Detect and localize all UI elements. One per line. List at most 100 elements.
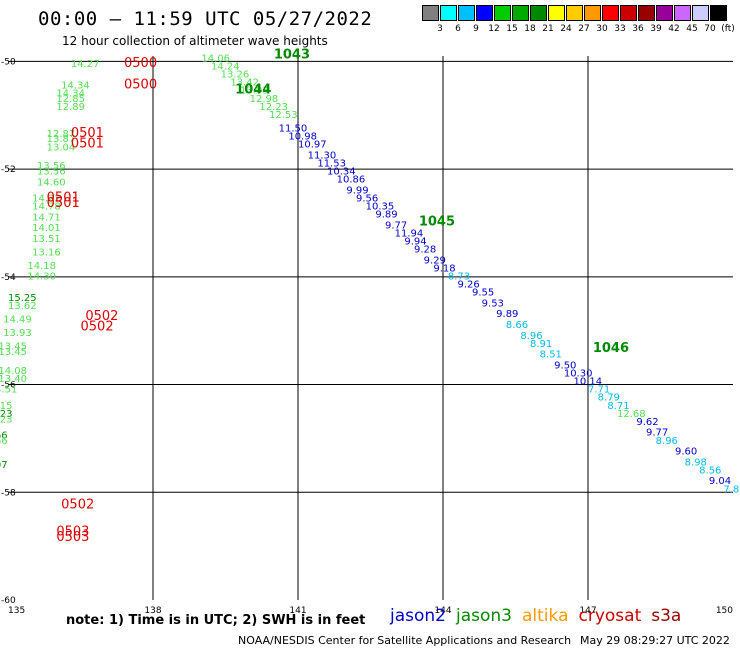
satellite-name: s3a — [651, 606, 682, 626]
satellite-legend: jason2 jason3 altika cryosat s3a — [390, 606, 691, 626]
swh-value: 14.78 — [32, 202, 61, 213]
satellite-name: jason2 — [390, 606, 446, 626]
swh-value: 13.16 — [32, 247, 61, 258]
scale-swatch — [440, 5, 457, 21]
swh-value: 8.73 — [448, 272, 470, 283]
scale-swatch — [476, 5, 493, 21]
scale-swatch — [494, 5, 511, 21]
swh-value: 10.97 — [298, 140, 327, 151]
swh-value: 14.49 — [3, 315, 32, 326]
swh-value: 13.04 — [47, 142, 76, 153]
swh-value: 9.60 — [675, 447, 697, 458]
scale-swatch — [566, 5, 583, 21]
x-tick-label: 135 — [8, 606, 25, 616]
pass-time-label: 0501 — [47, 190, 80, 205]
scale-label: 30 — [596, 24, 608, 34]
swh-value: 12.87 — [47, 129, 76, 140]
swh-value: 13.93 — [3, 328, 32, 339]
scale-swatch — [656, 5, 673, 21]
swh-value: 15.66 — [0, 430, 8, 441]
scale-label: 39 — [650, 24, 662, 34]
pass-time-label: 1045 — [419, 215, 455, 230]
y-tick-label: -54 — [1, 273, 16, 283]
swh-value: 9.94 — [404, 237, 426, 248]
swh-value: 12.53 — [269, 110, 298, 121]
swh-value: 12.85 — [56, 94, 85, 105]
swh-value: 14.18 — [27, 261, 56, 272]
y-tick-label: -60 — [1, 596, 16, 606]
scale-label: 45 — [686, 24, 698, 34]
scale-label: 70 — [704, 24, 716, 34]
scale-label: 6 — [455, 24, 461, 34]
swh-value: 13.03 — [240, 86, 269, 97]
pass-time-label: 1046 — [593, 341, 629, 356]
scale-swatch — [674, 5, 691, 21]
swh-value: 13.87 — [47, 134, 76, 145]
swh-value: 12.68 — [617, 409, 646, 420]
swh-value: 8.71 — [607, 401, 629, 412]
swh-value: 11.53 — [317, 158, 346, 169]
swh-value: 14.34 — [61, 80, 90, 91]
swh-value: 14.06 — [201, 53, 230, 64]
scale-label: 24 — [560, 24, 572, 34]
pass-time-label: 0502 — [61, 497, 94, 512]
swh-value: 9.50 — [554, 360, 576, 371]
pass-time-label: 0502 — [85, 309, 118, 324]
swh-value: 7.71 — [588, 385, 610, 396]
swh-value: 14.08 — [0, 366, 27, 377]
scale-label: 42 — [668, 24, 680, 34]
scale-label: 3 — [437, 24, 443, 34]
pass-time-label: 1043 — [274, 48, 310, 63]
swh-value: 15.23 — [0, 414, 12, 425]
map-subtitle: 12 hour collection of altimeter wave hei… — [62, 34, 328, 48]
x-tick-label: 150 — [716, 606, 733, 616]
swh-value: 8.66 — [506, 320, 528, 331]
scale-swatch — [692, 5, 709, 21]
swh-value: 9.62 — [636, 417, 658, 428]
swh-value: 14.01 — [32, 223, 61, 234]
swh-value: 10.14 — [574, 377, 603, 388]
swh-value: 11.30 — [308, 150, 337, 161]
swh-value: 15.25 — [8, 293, 37, 304]
pass-time-label: 0501 — [47, 196, 80, 211]
pass-time-label: 0500 — [124, 56, 157, 71]
swh-value: 9.89 — [496, 309, 518, 320]
footer-timestamp: May 29 08:29:27 UTC 2022 — [580, 634, 730, 647]
map-title: 00:00 — 11:59 UTC 05/27/2022 — [38, 8, 373, 30]
swh-value: 7.8 — [723, 484, 739, 495]
satellite-name: cryosat — [578, 606, 642, 626]
swh-value: 9.26 — [458, 280, 480, 291]
swh-value: 9.89 — [375, 210, 397, 221]
scale-swatch — [620, 5, 637, 21]
swh-value: 13.45 — [0, 347, 27, 358]
swh-value: 8.51 — [540, 350, 562, 361]
swh-value: 13.62 — [8, 301, 37, 312]
swh-value: 14.15 — [0, 401, 12, 412]
pass-time-label: 0503 — [56, 530, 89, 545]
pass-time-label: 0501 — [71, 126, 104, 141]
scale-label: 21 — [542, 24, 554, 34]
scale-swatch — [458, 5, 475, 21]
x-tick-label: 144 — [434, 606, 451, 616]
swh-value: 11.94 — [395, 228, 424, 239]
y-tick-label: -58 — [1, 488, 16, 498]
swh-value: 11.50 — [279, 123, 308, 134]
pass-time-label: 1044 — [235, 83, 271, 98]
scale-label: 27 — [578, 24, 590, 34]
swh-value: 10.98 — [288, 131, 317, 142]
scale-swatch — [530, 5, 547, 21]
swh-value: 9.77 — [385, 220, 407, 231]
x-tick-label: 138 — [144, 606, 161, 616]
scale-swatch — [512, 5, 529, 21]
swh-value: 14.27 — [71, 59, 100, 70]
swh-value: 9.29 — [424, 255, 446, 266]
swh-value: 13.40 — [0, 374, 27, 385]
scale-label: 12 — [488, 24, 500, 34]
satellite-name: altika — [522, 606, 569, 626]
pass-time-label: 0503 — [56, 524, 89, 539]
swh-value: 10.34 — [327, 166, 356, 177]
swh-value: 13.45 — [0, 342, 27, 353]
note-text: note: 1) Time is in UTC; 2) SWH is in fe… — [66, 613, 366, 628]
swh-value: 15.23 — [0, 409, 12, 420]
